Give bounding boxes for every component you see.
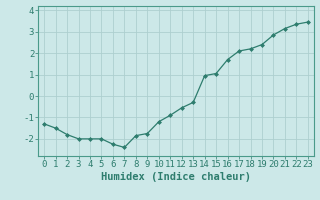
X-axis label: Humidex (Indice chaleur): Humidex (Indice chaleur) [101,172,251,182]
